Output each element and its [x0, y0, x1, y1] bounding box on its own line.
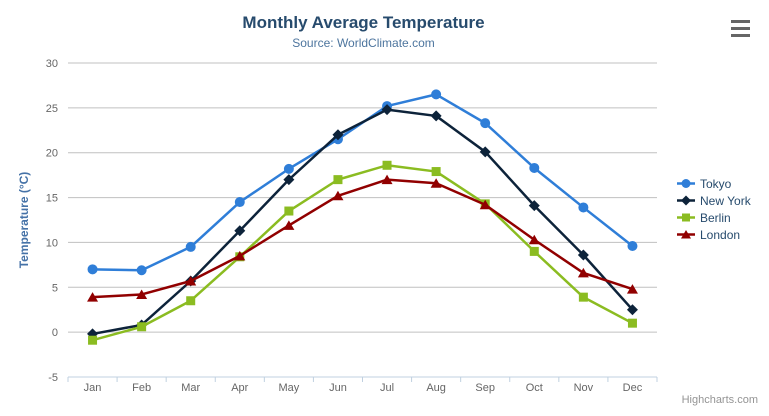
data-point-berlin-jun[interactable] [333, 175, 343, 185]
series-line-new-york [91, 108, 634, 336]
series-line-london [91, 178, 634, 299]
legend-item-new-york[interactable]: New York [677, 193, 751, 208]
axis-labels: -5 0 5 10 15 20 25 30 Jan Feb Mar Apr May Jun Jul Aug Se… [46, 58, 643, 394]
data-point-london-apr[interactable] [234, 250, 246, 261]
x-axis-ticks [67, 377, 658, 382]
x-axis-label-nov: Nov [574, 382, 594, 394]
data-point-new-york-jul[interactable] [381, 104, 393, 116]
hamburger-menu-icon[interactable] [731, 20, 750, 37]
y-axis-tick-label: 5 [52, 282, 58, 294]
data-point-london-nov[interactable] [577, 267, 589, 278]
data-point-berlin-mar[interactable] [186, 296, 196, 306]
chart-title: Monthly Average Temperature [242, 13, 485, 32]
x-axis-label-aug: Aug [426, 382, 446, 394]
data-point-tokyo-oct[interactable] [529, 162, 540, 173]
data-point-berlin-may[interactable] [284, 206, 294, 216]
data-point-berlin-jan[interactable] [88, 335, 98, 345]
legend-marker-square-icon [677, 213, 695, 222]
data-point-tokyo-mar[interactable] [185, 241, 196, 252]
legend: Tokyo New York Berlin London [677, 177, 751, 245]
legend-label: Berlin [700, 210, 731, 225]
series-line-tokyo [91, 93, 634, 272]
y-axis-tick-label: 25 [46, 103, 58, 115]
hamburger-bar [731, 20, 750, 23]
data-point-berlin-nov[interactable] [578, 292, 588, 302]
data-point-london-mar[interactable] [185, 276, 197, 286]
y-axis-tick-label: 10 [46, 237, 58, 249]
data-point-new-york-sep[interactable] [479, 146, 491, 158]
data-point-london-feb[interactable] [136, 289, 148, 299]
y-axis-title: Temperature (°C) [17, 171, 31, 269]
x-axis-label-apr: Apr [231, 382, 248, 394]
data-point-new-york-aug[interactable] [430, 110, 442, 122]
credits-link[interactable]: Highcharts.com [681, 394, 758, 406]
data-point-new-york-apr[interactable] [234, 225, 246, 237]
data-point-tokyo-jan[interactable] [87, 264, 98, 275]
data-point-berlin-feb[interactable] [137, 322, 147, 332]
legend-marker-diamond-icon [677, 195, 695, 206]
x-axis-label-mar: Mar [181, 382, 200, 394]
legend-label: New York [700, 193, 751, 208]
data-point-berlin-jul[interactable] [382, 160, 392, 170]
legend-item-london[interactable]: London [677, 227, 751, 242]
chart-subtitle: Source: WorldClimate.com [292, 36, 435, 50]
series-new-york [87, 104, 638, 340]
data-point-tokyo-feb[interactable] [136, 265, 147, 276]
data-point-berlin-oct[interactable] [529, 246, 539, 256]
x-axis-label-sep: Sep [475, 382, 495, 394]
hamburger-bar [731, 27, 750, 30]
y-axis-tick-label: -5 [48, 372, 58, 384]
legend-marker-circle-icon [677, 179, 695, 188]
x-axis-label-jan: Jan [84, 382, 102, 394]
data-point-london-jul[interactable] [381, 174, 393, 185]
data-point-berlin-dec[interactable] [627, 318, 637, 328]
x-axis-label-jul: Jul [380, 382, 394, 394]
legend-item-tokyo[interactable]: Tokyo [677, 176, 751, 191]
data-point-new-york-oct[interactable] [528, 200, 540, 212]
series-line-berlin [91, 164, 634, 342]
hamburger-bar [731, 34, 750, 37]
legend-item-berlin[interactable]: Berlin [677, 210, 751, 225]
legend-marker-triangle-icon [677, 230, 695, 239]
data-point-tokyo-may[interactable] [283, 163, 294, 174]
data-point-new-york-may[interactable] [283, 174, 295, 186]
series-tokyo [87, 89, 638, 276]
x-axis-label-jun: Jun [329, 382, 347, 394]
data-point-berlin-aug[interactable] [431, 167, 441, 177]
data-point-tokyo-dec[interactable] [627, 241, 638, 252]
data-point-new-york-jun[interactable] [332, 129, 344, 141]
data-point-london-dec[interactable] [626, 284, 638, 294]
data-point-london-aug[interactable] [430, 178, 442, 188]
x-axis-label-may: May [278, 382, 299, 394]
x-axis-label-feb: Feb [132, 382, 151, 394]
data-point-london-jun[interactable] [332, 190, 344, 201]
data-point-london-sep[interactable] [479, 199, 491, 210]
data-point-london-oct[interactable] [528, 234, 540, 245]
data-point-new-york-nov[interactable] [577, 249, 589, 261]
y-axis-tick-label: 20 [46, 148, 58, 160]
legend-label: London [700, 227, 741, 242]
y-axis-tick-label: 15 [46, 193, 58, 205]
x-axis-label-oct: Oct [526, 382, 543, 394]
y-axis-tick-label: 30 [46, 58, 58, 70]
x-axis-label-dec: Dec [623, 382, 643, 394]
data-point-new-york-dec[interactable] [626, 304, 638, 316]
series-london [87, 174, 638, 302]
data-point-tokyo-aug[interactable] [431, 89, 442, 100]
data-point-tokyo-apr[interactable] [234, 197, 245, 208]
legend-label: Tokyo [700, 176, 732, 191]
data-point-tokyo-sep[interactable] [480, 118, 491, 129]
data-point-london-may[interactable] [283, 220, 295, 230]
gridlines [68, 62, 657, 333]
y-axis-tick-label: 0 [52, 327, 58, 339]
data-point-tokyo-nov[interactable] [578, 202, 589, 213]
data-point-london-jan[interactable] [87, 292, 99, 302]
